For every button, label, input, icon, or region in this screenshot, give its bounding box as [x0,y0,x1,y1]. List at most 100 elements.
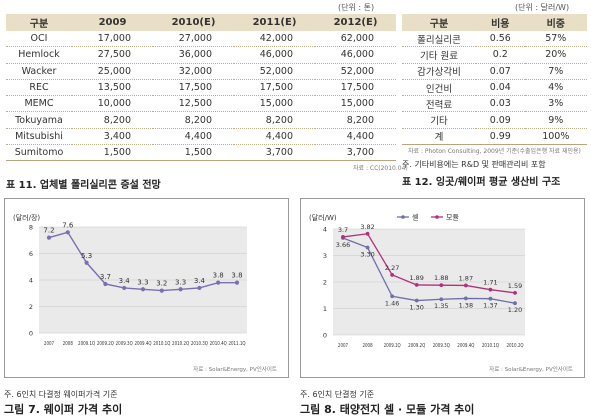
table11-cell: 27,000 [153,31,234,48]
chart7-xtick-label: 2007 [44,341,54,348]
table11-cell: 4,400 [234,128,315,146]
table12-source: 자료 : Photon Consulting, 2009년 기준(수출입은행 자… [408,148,581,155]
table11-row: Hemlock 27,500 36,000 46,000 46,000 [6,46,396,64]
table11-cell: 13,500 [72,79,153,97]
chart7-ytick-label: 2 [29,303,33,311]
table12-cell: 3% [524,95,587,113]
table11-cell: 62,000 [315,31,396,48]
chart8-note: 주. 6인치 단결정 기준 [300,390,375,399]
table12-header: 구분 [402,14,476,31]
chart7-svg: 0 2 4 6 8 (달러/장) 2007 2008 2009.1Q 2009.2Q 2009.3Q… [13,213,277,373]
chart8-data-label: 1.87 [459,274,473,282]
table11-header: 2011(E) [234,14,315,31]
chart7-data-label: 3.3 [175,278,186,286]
table11-cell: 52,000 [234,63,315,80]
table12-header-row: 구분 비용 비중 [402,14,587,31]
table11-cell: 8,200 [153,111,234,129]
chart8-point [365,231,370,236]
table12-cell: 0.2 [476,46,525,64]
table11-cell: 52,000 [315,63,396,80]
table12-cell: 0.99 [476,128,525,146]
chart8-caption: 그림 8. 태양전지 셀 · 모듈 가격 추이 [300,403,475,416]
chart8-xtick-label: 2010.1Q [482,343,499,350]
chart8-ytick-label: 1 [323,305,327,313]
table11-cell: 8,200 [234,111,315,129]
table12-cell: 기타 [402,111,476,129]
chart8-point [439,283,444,288]
table11-cell: Wacker [6,63,72,80]
chart7-xtick-label: 2010.3Q [191,341,208,348]
table12-row: 인건비 0.04 4% [402,79,587,97]
chart8-data-label: 3.7 [338,226,348,234]
chart8-xtick-label: 2009.4Q [457,343,474,350]
table12-cell: 계 [402,128,476,146]
chart7-data-label: 3.2 [156,280,167,288]
chart7-ytick-label: 6 [29,250,33,258]
chart8-point [463,283,468,288]
chart7-xtick-label: 2008 [63,341,73,348]
table12-cell: 57% [524,31,587,48]
table12-unit: (단위 : 달러/W) [515,3,570,12]
chart7-note: 주. 6인치 다결정 웨이퍼가격 기준 [4,390,118,399]
chart7-data-label: 3.8 [231,272,242,280]
table12-row: 기타 0.09 9% [402,111,587,129]
chart8-legend-marker [401,215,405,219]
chart7-frame: 0 2 4 6 8 (달러/장) 2007 2008 2009.1Q 2009.2Q 2009.3Q… [4,198,289,378]
table11-cell: 10,000 [72,95,153,113]
table12-cell: 감가상각비 [402,63,476,80]
chart8-data-label: 1.89 [409,274,423,282]
table12-row: 폴리실리콘 0.56 57% [402,31,587,48]
chart8-data-label: 3.82 [360,223,374,231]
chart8-data-label: 1.71 [483,279,497,287]
chart7-point [159,288,164,293]
table11-caption: 표 11. 업체별 폴리실리콘 증설 전망 [6,180,161,191]
table11-cell: 17,500 [315,79,396,97]
chart8-point [513,290,517,295]
chart8-legend-label: 셀 [412,214,418,222]
chart8-point [390,272,395,277]
table12-cell: 4% [524,79,587,97]
chart8-data-label: 3.66 [336,241,350,249]
chart8-data-label: 3.30 [360,251,374,259]
table11-cell: 25,000 [72,63,153,80]
table11-cell: REC [6,79,72,97]
chart8-point [365,245,370,250]
chart8-xtick-label: 2007 [338,343,348,350]
table11-header: 2012(E) [315,14,396,31]
table11-cell: Mitsubishi [6,128,72,146]
table12-row: 감가상각비 0.07 7% [402,63,587,80]
table11: 구분 2009 2010(E) 2011(E) 2012(E) OCI 17,00… [6,14,396,162]
table11-cell: 42,000 [234,31,315,48]
table11-cell: 12,500 [153,95,234,113]
table11-cell: 36,000 [153,46,234,64]
table11-cell: OCI [6,31,72,48]
table11-row: Mitsubishi 3,400 4,400 4,400 4,400 [6,128,396,146]
table12-cell: 100% [524,128,587,146]
chart7-xtick-label: 2010.4Q [210,341,227,348]
table12-row: 계 0.99 100% [402,128,587,146]
chart7-point [103,281,108,287]
chart8-data-label: 1.88 [434,274,448,282]
chart8-point [390,294,395,299]
chart7-ylabel: (달러/장) [13,213,40,222]
chart8-point [488,287,493,292]
table11-cell: 3,400 [72,128,153,146]
table11-cell: 32,000 [153,63,234,80]
table11-cell: 4,400 [153,128,234,146]
chart8-ytick-label: 0 [323,332,327,340]
chart8-ytick-label: 2 [323,279,327,287]
chart8-data-label: 1.46 [385,299,399,307]
chart7-point [178,287,183,292]
table12-cell: 전력료 [402,95,476,113]
chart7-data-label: 3.4 [119,277,131,285]
chart8-xtick-label: 2008 [362,343,372,350]
table11-cell: 46,000 [234,46,315,64]
table11-header: 구분 [6,14,72,31]
chart8-point [513,301,517,306]
chart7-data-label: 3.3 [137,278,148,286]
chart8-series-line [342,237,516,304]
chart8-legend-label: 모듈 [446,214,459,222]
chart7-point [216,280,221,285]
chart7-data-label: 7.6 [62,221,74,229]
table12: 구분 비용 비중 폴리실리콘 0.56 57% 기타 원료 0.2 20% 감가상각비 0.0… [402,14,587,146]
